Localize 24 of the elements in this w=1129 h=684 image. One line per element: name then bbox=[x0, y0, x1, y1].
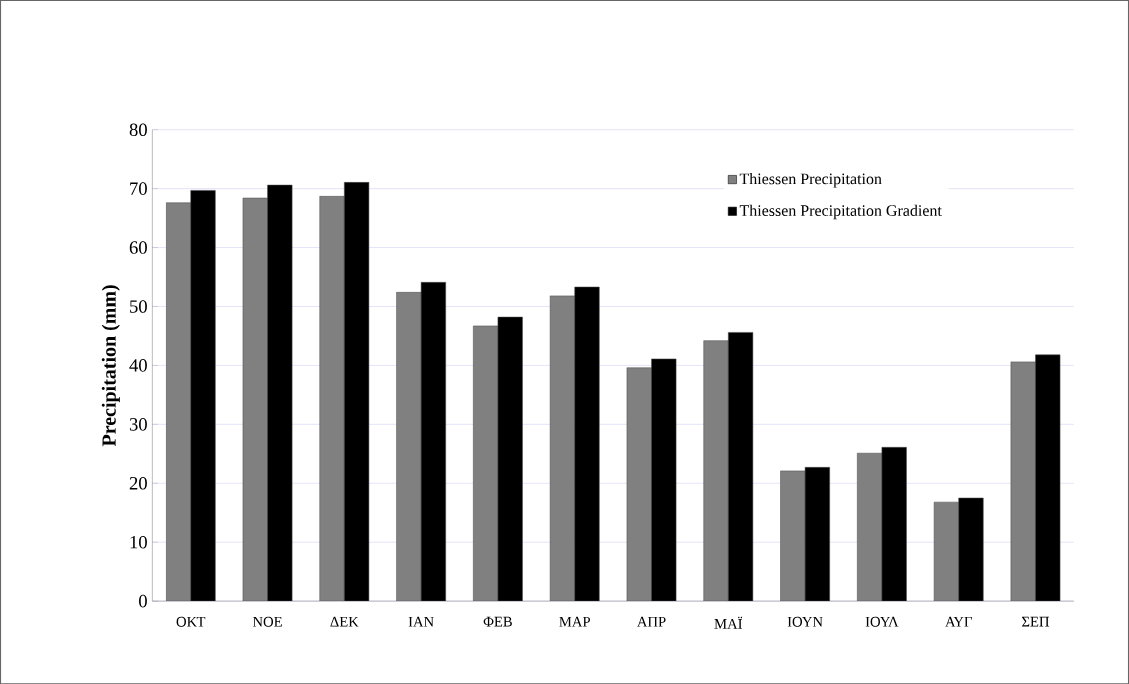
x-tick-label: ΑΠΡ bbox=[637, 616, 666, 627]
y-axis-title: Precipitation (mm) bbox=[101, 285, 120, 447]
legend-label: Thiessen Precipitation Gradient bbox=[739, 204, 942, 220]
y-tick-label: 60 bbox=[129, 241, 147, 254]
y-tick-label: 30 bbox=[129, 417, 147, 431]
legend-label: Thiessen Precipitation bbox=[739, 172, 882, 188]
x-tick-label: ΑΥΓ bbox=[945, 616, 972, 627]
x-tick-label: ΙΟΥΝ bbox=[787, 616, 823, 627]
x-tick-label: ΜΑΪ bbox=[714, 616, 743, 629]
x-tick-label: ΦΕΒ bbox=[483, 616, 512, 627]
x-tick-label: ΙΟΥΛ bbox=[865, 616, 899, 627]
y-tick-label: 70 bbox=[130, 182, 147, 195]
x-tick-label: ΝΟΕ bbox=[252, 616, 282, 627]
x-tick-label: ΙΑΝ bbox=[408, 616, 434, 627]
x-tick-label: ΜΑΡ bbox=[559, 616, 590, 627]
y-tick-label: 0 bbox=[139, 594, 147, 608]
x-tick-label: ΣΕΠ bbox=[1022, 616, 1050, 627]
y-tick-label: 80 bbox=[129, 123, 147, 136]
y-tick-label: 10 bbox=[130, 535, 147, 549]
y-tick-label: 20 bbox=[129, 476, 147, 490]
y-tick-label: 50 bbox=[130, 300, 147, 313]
y-tick-label: 40 bbox=[129, 359, 147, 372]
x-tick-label: ΔΕΚ bbox=[330, 616, 359, 627]
x-tick-label: ΟΚΤ bbox=[176, 616, 206, 627]
